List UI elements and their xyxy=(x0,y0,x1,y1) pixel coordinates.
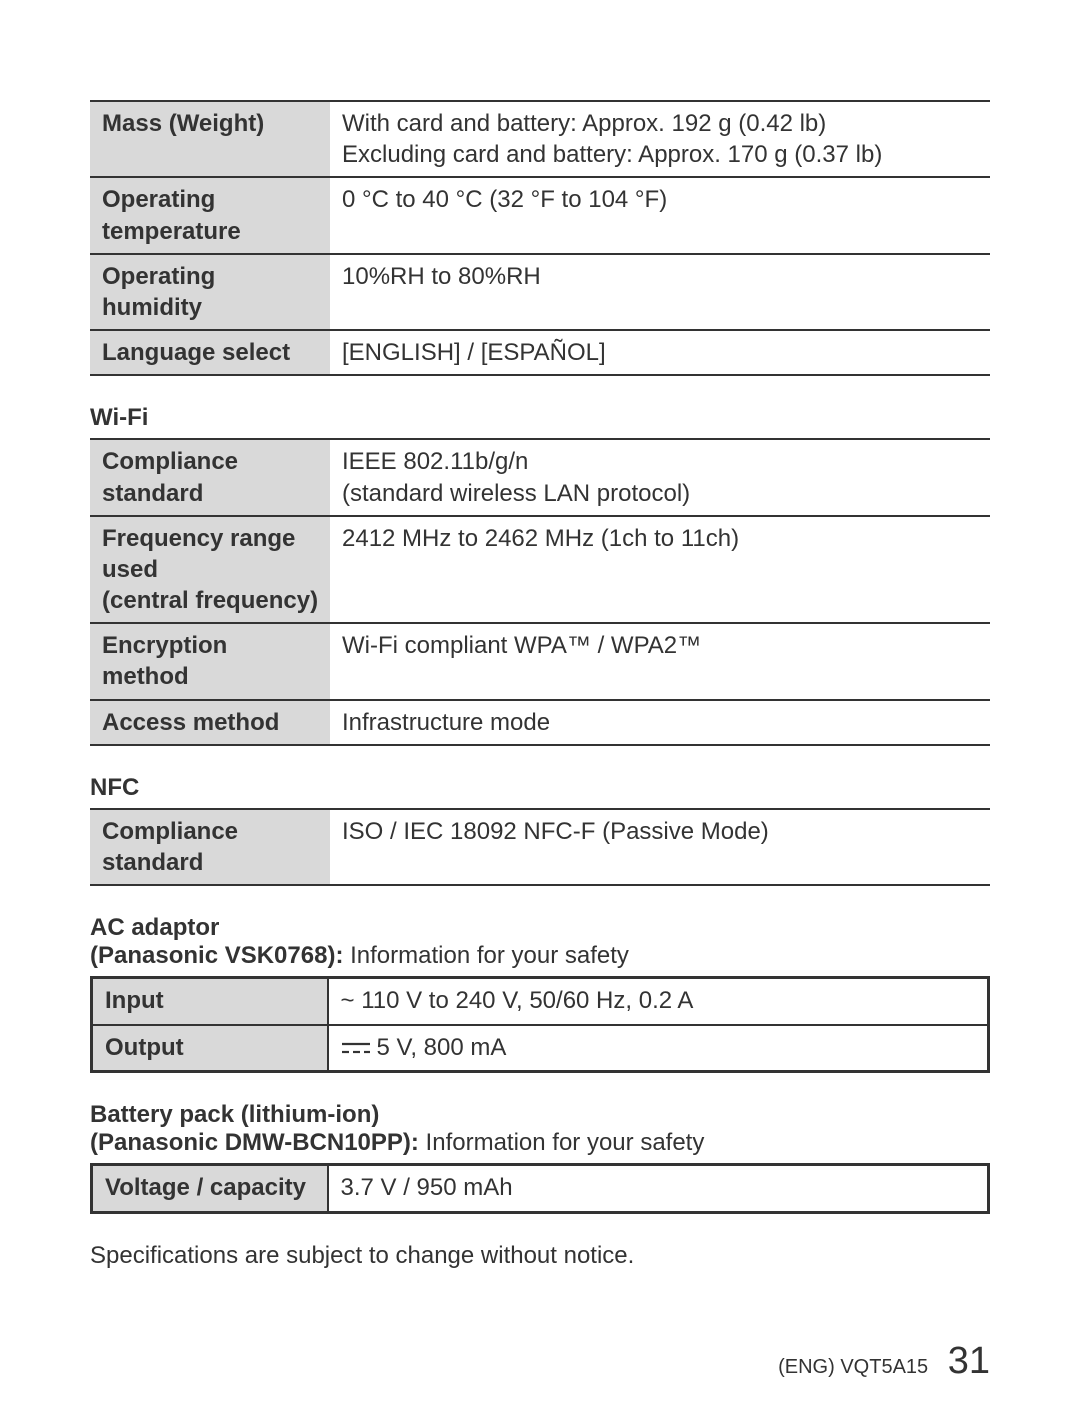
spec-label: Operating temperature xyxy=(90,177,330,253)
spec-value: With card and battery: Approx. 192 g (0.… xyxy=(330,101,990,177)
table-row: Frequency range used(central frequency) … xyxy=(90,516,990,624)
table-row: Compliance standard ISO / IEC 18092 NFC-… xyxy=(90,809,990,885)
spec-value: ~ 110 V to 240 V, 50/60 Hz, 0.2 A xyxy=(328,978,989,1025)
ac-adaptor-heading: AC adaptor (Panasonic VSK0768): Informat… xyxy=(90,914,990,970)
table-row: Input ~ 110 V to 240 V, 50/60 Hz, 0.2 A xyxy=(92,978,989,1025)
spec-label: Frequency range used(central frequency) xyxy=(90,516,330,624)
spec-value: 2412 MHz to 2462 MHz (1ch to 11ch) xyxy=(330,516,990,624)
spec-label: Language select xyxy=(90,330,330,375)
spec-value: [ENGLISH] / [ESPAÑOL] xyxy=(330,330,990,375)
spec-value: 10%RH to 80%RH xyxy=(330,254,990,330)
spec-value: ISO / IEC 18092 NFC-F (Passive Mode) xyxy=(330,809,990,885)
nfc-spec-table: Compliance standard ISO / IEC 18092 NFC-… xyxy=(90,808,990,886)
general-spec-table: Mass (Weight) With card and battery: App… xyxy=(90,100,990,376)
table-row: Operating humidity 10%RH to 80%RH xyxy=(90,254,990,330)
spec-value: IEEE 802.11b/g/n(standard wireless LAN p… xyxy=(330,439,990,515)
wifi-section-title: Wi-Fi xyxy=(90,404,990,432)
battery-title: Battery pack (lithium-ion) xyxy=(90,1101,379,1128)
battery-heading: Battery pack (lithium-ion) (Panasonic DM… xyxy=(90,1101,990,1157)
spec-label: Access method xyxy=(90,700,330,745)
spec-value: 3.7 V / 950 mAh xyxy=(328,1165,989,1212)
footer-code: (ENG) VQT5A15 xyxy=(778,1356,928,1378)
ac-output-value: 5 V, 800 mA xyxy=(377,1034,507,1061)
spec-label: Output xyxy=(92,1025,328,1072)
table-row: Language select [ENGLISH] / [ESPAÑOL] xyxy=(90,330,990,375)
table-row: Access method Infrastructure mode xyxy=(90,700,990,745)
table-row: Voltage / capacity 3.7 V / 950 mAh xyxy=(92,1165,989,1212)
wifi-spec-table: Compliance standard IEEE 802.11b/g/n(sta… xyxy=(90,438,990,746)
ac-adaptor-title: AC adaptor xyxy=(90,914,219,941)
table-row: Mass (Weight) With card and battery: App… xyxy=(90,101,990,177)
spec-label: Compliance standard xyxy=(90,439,330,515)
change-notice: Specifications are subject to change wit… xyxy=(90,1242,990,1270)
battery-safety-note: Information for your safety xyxy=(419,1129,704,1156)
ac-adaptor-model: (Panasonic VSK0768): xyxy=(90,942,343,969)
spec-label: Input xyxy=(92,978,328,1025)
battery-model: (Panasonic DMW-BCN10PP): xyxy=(90,1129,419,1156)
table-row: Compliance standard IEEE 802.11b/g/n(sta… xyxy=(90,439,990,515)
spec-label: Compliance standard xyxy=(90,809,330,885)
spec-label: Mass (Weight) xyxy=(90,101,330,177)
spec-value: Infrastructure mode xyxy=(330,700,990,745)
spec-value: 0 °C to 40 °C (32 °F to 104 °F) xyxy=(330,177,990,253)
ac-symbol-icon: ~ xyxy=(341,987,362,1014)
table-row: Encryption method Wi-Fi compliant WPA™ /… xyxy=(90,623,990,699)
ac-input-value: 110 V to 240 V, 50/60 Hz, 0.2 A xyxy=(361,987,693,1014)
nfc-section-title: NFC xyxy=(90,774,990,802)
dc-symbol-icon xyxy=(341,1032,371,1064)
page-number: 31 xyxy=(948,1340,990,1382)
page-footer: (ENG) VQT5A15 31 xyxy=(90,1340,990,1383)
spec-label: Encryption method xyxy=(90,623,330,699)
spec-label: Voltage / capacity xyxy=(92,1165,328,1212)
spec-label: Operating humidity xyxy=(90,254,330,330)
battery-table: Voltage / capacity 3.7 V / 950 mAh xyxy=(90,1163,990,1213)
spec-value: Wi-Fi compliant WPA™ / WPA2™ xyxy=(330,623,990,699)
ac-adaptor-table: Input ~ 110 V to 240 V, 50/60 Hz, 0.2 A … xyxy=(90,976,990,1073)
table-row: Output 5 V, 800 mA xyxy=(92,1025,989,1072)
spec-value: 5 V, 800 mA xyxy=(328,1025,989,1072)
ac-adaptor-safety-note: Information for your safety xyxy=(343,942,628,969)
table-row: Operating temperature 0 °C to 40 °C (32 … xyxy=(90,177,990,253)
specifications-page: Mass (Weight) With card and battery: App… xyxy=(0,0,1080,1423)
